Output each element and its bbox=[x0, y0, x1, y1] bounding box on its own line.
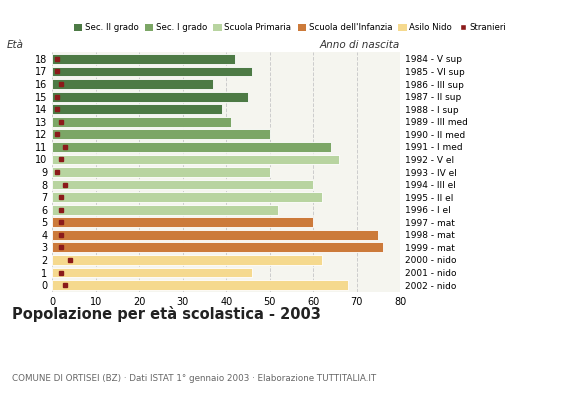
Bar bbox=[52, 255, 322, 265]
Bar bbox=[52, 104, 222, 114]
Bar bbox=[52, 280, 348, 290]
Bar bbox=[52, 117, 231, 127]
Bar bbox=[52, 66, 252, 76]
Text: Età: Età bbox=[7, 40, 24, 50]
Bar bbox=[52, 192, 322, 202]
Legend: Sec. II grado, Sec. I grado, Scuola Primaria, Scuola dell'Infanzia, Asilo Nido, : Sec. II grado, Sec. I grado, Scuola Prim… bbox=[74, 24, 506, 32]
Bar bbox=[52, 230, 379, 240]
Text: Popolazione per età scolastica - 2003: Popolazione per età scolastica - 2003 bbox=[12, 306, 321, 322]
Bar bbox=[52, 242, 383, 252]
Bar bbox=[52, 180, 313, 190]
Bar bbox=[52, 205, 278, 214]
Text: Anno di nascita: Anno di nascita bbox=[320, 40, 400, 50]
Bar bbox=[52, 79, 213, 89]
Bar bbox=[52, 130, 270, 139]
Bar bbox=[52, 92, 248, 102]
Bar bbox=[52, 268, 252, 278]
Bar bbox=[52, 54, 235, 64]
Bar bbox=[52, 167, 270, 177]
Bar bbox=[52, 142, 331, 152]
Bar bbox=[52, 217, 313, 227]
Text: COMUNE DI ORTISEI (BZ) · Dati ISTAT 1° gennaio 2003 · Elaborazione TUTTITALIA.IT: COMUNE DI ORTISEI (BZ) · Dati ISTAT 1° g… bbox=[12, 374, 376, 383]
Bar bbox=[52, 154, 339, 164]
